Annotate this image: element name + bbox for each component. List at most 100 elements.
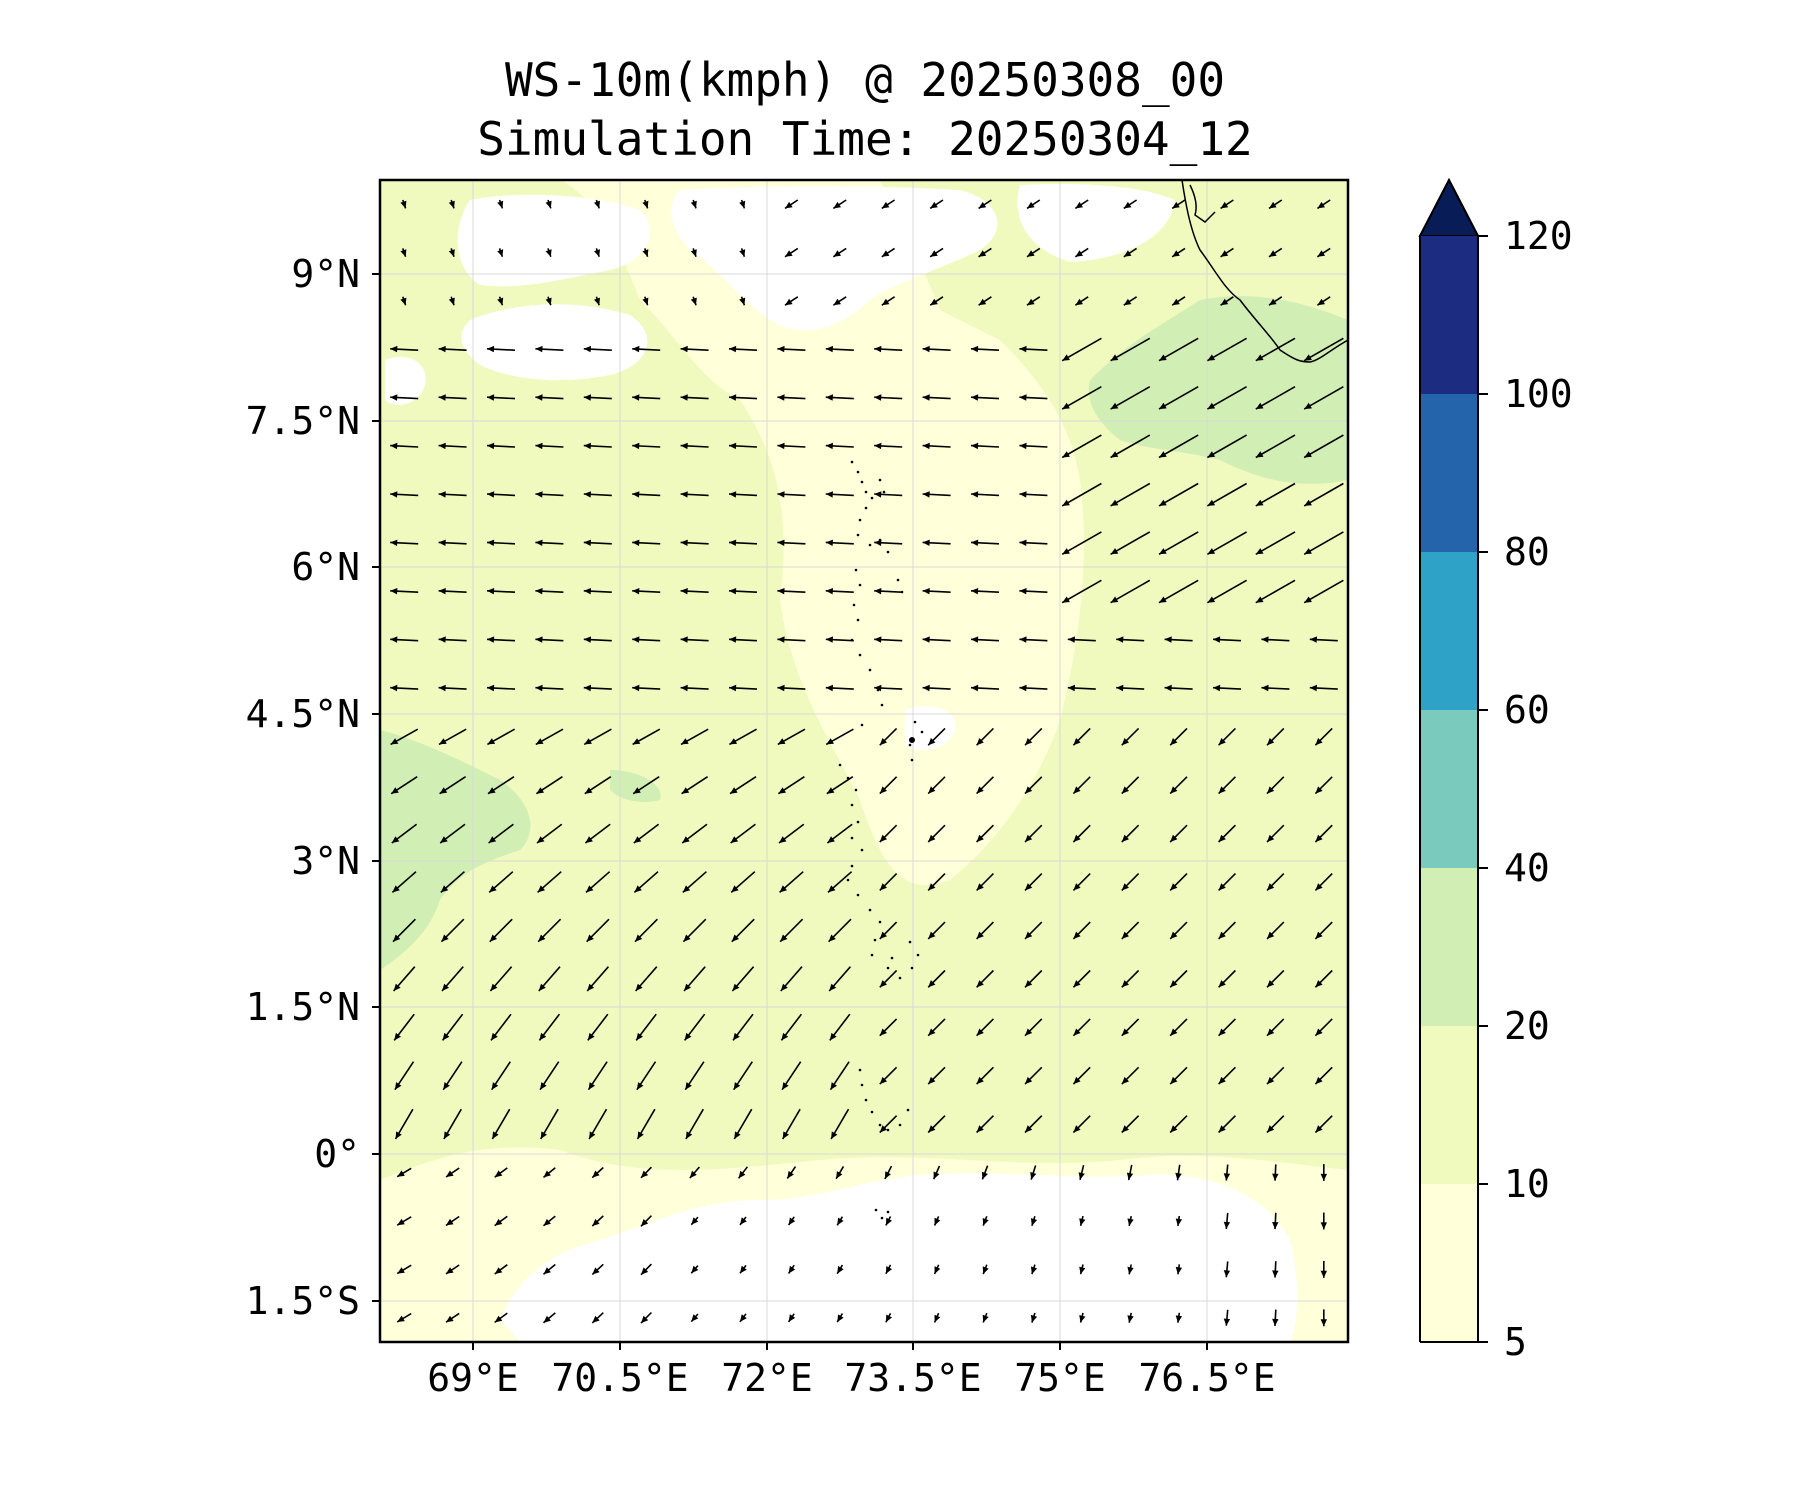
wind-vector-head — [1269, 250, 1277, 257]
wind-vector-head — [1170, 1125, 1178, 1133]
wind-vector-head — [930, 298, 938, 306]
wind-vector-head — [1320, 1173, 1327, 1181]
colorbar-tick-label: 20 — [1504, 1004, 1550, 1048]
wind-vector-head — [1073, 834, 1081, 842]
wind-vector-head — [729, 636, 737, 643]
wind-vector-head — [1073, 1076, 1081, 1085]
wind-vector-head — [933, 1171, 940, 1180]
wind-vector-head — [392, 885, 400, 893]
wind-vector-head — [632, 588, 640, 595]
wind-vector-head — [1170, 883, 1178, 891]
wind-vector-head — [397, 1315, 405, 1322]
wind-vector-head — [636, 1082, 644, 1090]
wind-vector-head — [1213, 684, 1221, 692]
wind-vector-head — [400, 249, 407, 257]
wind-vector-shaft — [1207, 337, 1247, 362]
wind-vector-head — [585, 836, 593, 843]
calm-area-south — [500, 1173, 1298, 1342]
wind-vector-head — [1073, 883, 1081, 891]
wind-vector-head — [1073, 1125, 1081, 1133]
wind-vector-head — [1218, 883, 1226, 891]
wind-vector-head — [497, 200, 504, 209]
colorbar-extend-arrow — [1418, 177, 1480, 237]
wind-vector-shaft — [1255, 337, 1296, 362]
wind-vector-head — [691, 1314, 699, 1322]
wind-vector-head — [395, 1131, 402, 1139]
wind-vector-shaft — [1207, 531, 1247, 555]
wind-vector-head — [1121, 834, 1129, 842]
wind-vector-head — [637, 1131, 644, 1139]
wind-vector-head — [976, 786, 984, 794]
wind-vector-head — [1170, 786, 1178, 794]
x-tick-label: 76.5°E — [1138, 1356, 1276, 1400]
wind-vector-head — [439, 738, 447, 745]
wind-vector-head — [1315, 1076, 1323, 1085]
wind-vector-head — [1304, 499, 1312, 506]
wind-vector-head — [1207, 402, 1216, 410]
maldives-atolls — [838, 460, 924, 1220]
wind-vector-head — [438, 539, 446, 546]
wind-vector-head — [1272, 1318, 1279, 1326]
chart-subtitle: Simulation Time: 20250304_12 — [477, 112, 1253, 166]
wind-vector-head — [682, 836, 690, 843]
wind-vector-head — [1267, 1028, 1275, 1036]
wind-vector-head — [976, 1125, 984, 1133]
wind-vector-head — [642, 200, 649, 209]
wind-vector-head — [632, 636, 640, 643]
wind-vector-head — [1309, 636, 1317, 643]
wind-vector-head — [494, 1170, 503, 1178]
wind-vector-head — [1315, 1028, 1323, 1036]
wind-vector-head — [1019, 345, 1027, 353]
y-tick-label: 1.5°S — [245, 1279, 360, 1323]
calm-area-north-5 — [385, 356, 426, 405]
wind-vector-head — [1019, 442, 1027, 450]
wind-vector-head — [1261, 636, 1269, 643]
wind-vector-head — [1170, 1076, 1178, 1085]
wind-vector-head — [879, 738, 887, 746]
wind-vector-head — [1218, 1028, 1226, 1036]
wind-vector-head — [1019, 394, 1027, 401]
y-tick-label: 7.5°N — [245, 399, 360, 443]
wind-vector-head — [780, 934, 788, 942]
wind-vector-head — [393, 934, 401, 942]
wind-vector-head — [1123, 201, 1132, 209]
wind-vector-head — [390, 738, 399, 745]
wind-vector-head — [592, 1267, 600, 1275]
wind-vector-head — [680, 636, 688, 643]
wind-vector-head — [1159, 499, 1167, 506]
wind-vector-head — [930, 250, 938, 257]
wind-vector-shaft — [1255, 531, 1296, 555]
field-band-5-10 — [380, 180, 1084, 886]
wind-vector-head — [438, 442, 446, 450]
wind-vector-shaft — [1110, 386, 1151, 410]
colorbar-segment-20-40 — [1420, 868, 1478, 1026]
y-tick-label: 1.5°N — [245, 985, 360, 1029]
field-band-20-40-northeast — [1088, 296, 1348, 484]
wind-vector-shaft — [1303, 531, 1344, 555]
wind-vector-head — [1062, 548, 1070, 555]
wind-vector-head — [976, 738, 984, 746]
wind-vector-head — [879, 980, 887, 988]
coastline — [1181, 180, 1348, 363]
wind-vector-head — [928, 1076, 936, 1085]
wind-vector-head — [689, 1170, 697, 1179]
wind-vector-head — [785, 201, 793, 209]
wind-vector-head — [487, 684, 495, 692]
wind-vector-shaft — [1158, 337, 1199, 362]
calm-area-north-4 — [461, 304, 648, 381]
wind-vector-head — [589, 1131, 596, 1139]
wind-vector-head — [788, 1265, 796, 1274]
wind-vector-head — [738, 1170, 746, 1179]
wind-vector-head — [1315, 786, 1323, 794]
y-tick-label: 4.5°N — [245, 692, 360, 736]
wind-vector-head — [879, 1076, 887, 1085]
wind-vector-head — [1025, 883, 1033, 891]
axis-ticks — [372, 273, 1208, 1350]
wind-vector-head — [1067, 684, 1075, 692]
colorbar-segment-80-100 — [1420, 394, 1478, 552]
wind-vector-head — [438, 345, 446, 353]
wind-vector-head — [491, 1032, 498, 1041]
wind-vector-head — [642, 297, 649, 306]
wind-vector-head — [884, 1171, 891, 1179]
wind-vector-head — [874, 345, 882, 353]
